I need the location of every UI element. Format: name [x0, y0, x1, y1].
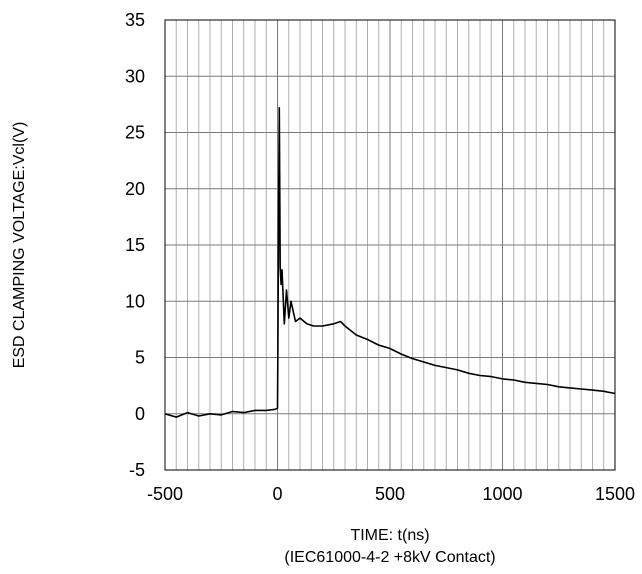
series-line	[164, 107, 616, 418]
y-tick-label: 30	[125, 66, 145, 86]
y-axis-label: ESD CLAMPING VOLTAGE:Vcl(V)	[11, 122, 28, 369]
y-tick-label: 25	[125, 123, 145, 143]
x-tick-label: 0	[272, 484, 282, 504]
y-tick-label: 20	[125, 179, 145, 199]
x-tick-label: -500	[147, 484, 183, 504]
y-tick-label: 10	[125, 291, 145, 311]
y-axis-tick-labels: -5 0 5 10 15 20 25 30 35	[125, 10, 145, 480]
y-tick-label: 5	[135, 348, 145, 368]
y-tick-label: 35	[125, 10, 145, 30]
y-tick-label: -5	[129, 460, 145, 480]
x-tick-label: 1500	[595, 484, 635, 504]
x-tick-label: 500	[375, 484, 405, 504]
x-axis-tick-labels: -500 0 500 1000 1500	[147, 484, 635, 504]
plot-area-frame	[164, 19, 616, 471]
x-axis-label: TIME: t(ns)	[350, 527, 429, 544]
series-layer	[164, 107, 616, 418]
y-tick-label: 0	[135, 404, 145, 424]
x-axis-sublabel: (IEC61000-4-2 +8kV Contact)	[284, 549, 495, 566]
x-tick-label: 1000	[482, 484, 522, 504]
y-tick-label: 15	[125, 235, 145, 255]
